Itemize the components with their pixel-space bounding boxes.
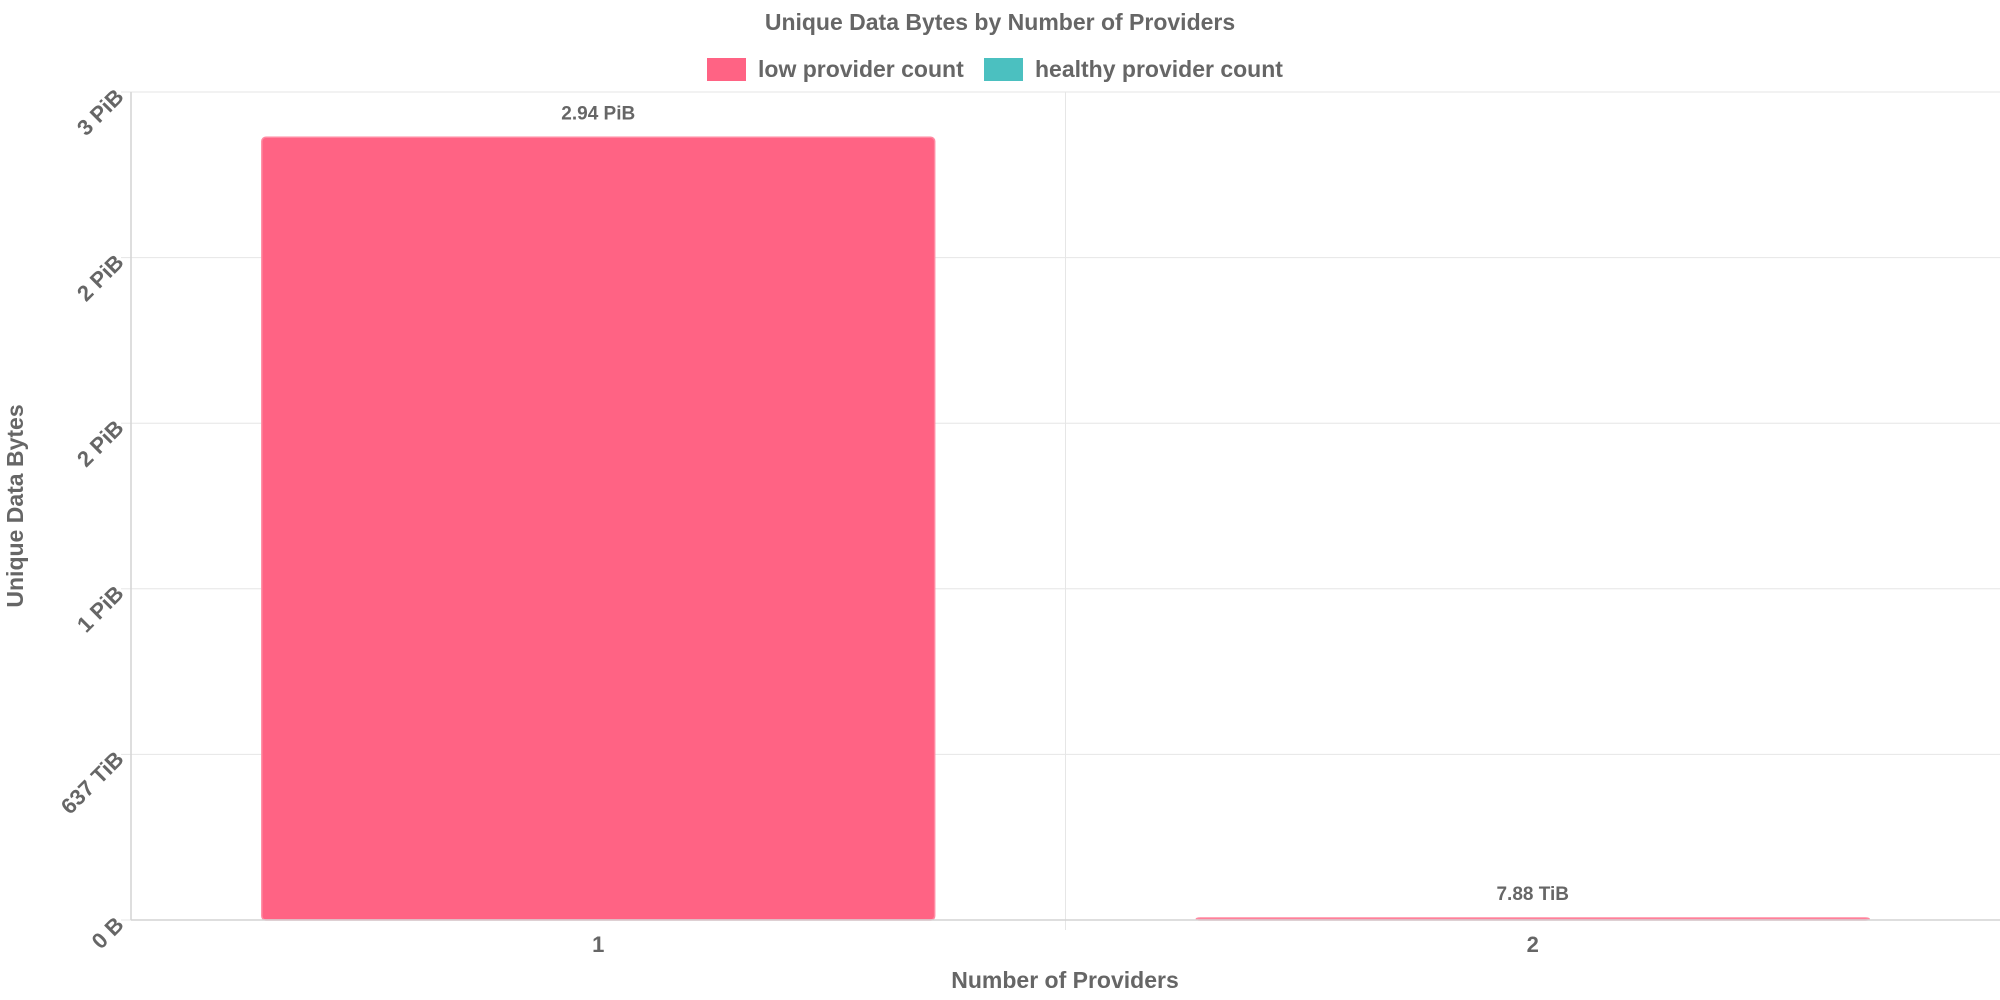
legend-item-low-provider-count[interactable]: low provider count bbox=[707, 56, 964, 82]
y-tick-label: 637 TiB bbox=[56, 746, 129, 819]
x-tick-label: 1 bbox=[592, 932, 604, 957]
legend-swatch-healthy bbox=[984, 58, 1023, 81]
bar-value-label: 2.94 PiB bbox=[561, 103, 635, 124]
legend: low provider count healthy provider coun… bbox=[707, 56, 1283, 82]
chart-title: Unique Data Bytes by Number of Providers bbox=[765, 9, 1235, 35]
y-tick-label: 3 PiB bbox=[72, 84, 129, 141]
x-axis-title: Number of Providers bbox=[951, 967, 1179, 993]
y-tick-label: 2 PiB bbox=[72, 249, 129, 306]
y-tick-label: 2 PiB bbox=[72, 415, 129, 472]
y-axis-title: Unique Data Bytes bbox=[2, 404, 28, 607]
bar-value-label: 7.88 TiB bbox=[1496, 884, 1569, 905]
bar-1[interactable] bbox=[261, 136, 936, 921]
x-tick-label: 2 bbox=[1527, 932, 1539, 957]
y-tick-label: 1 PiB bbox=[72, 581, 129, 638]
legend-label-healthy: healthy provider count bbox=[1035, 56, 1283, 82]
legend-item-healthy-provider-count[interactable]: healthy provider count bbox=[984, 56, 1283, 82]
data-labels: 2.94 PiB 7.88 TiB bbox=[561, 103, 1569, 905]
y-axis-ticks: 0 B 637 TiB 1 PiB 2 PiB 2 PiB 3 PiB bbox=[56, 84, 129, 954]
y-tick-label: 0 B bbox=[87, 912, 129, 954]
legend-swatch-low bbox=[707, 58, 746, 81]
legend-label-low: low provider count bbox=[758, 56, 964, 82]
